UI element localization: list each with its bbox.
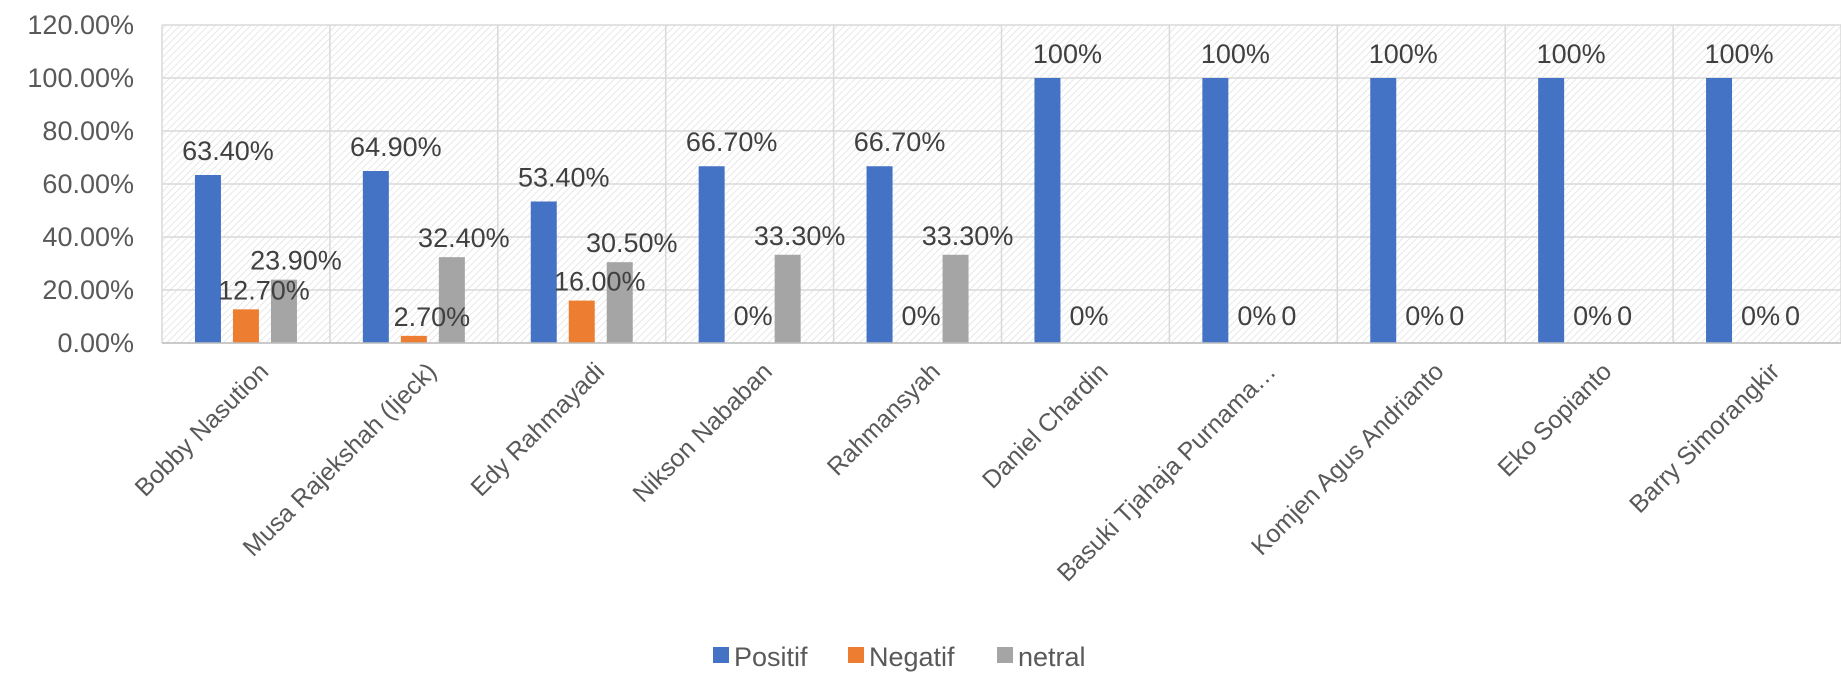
data-label-netral-2: 30.50% xyxy=(586,228,678,258)
data-label-positif-5: 100% xyxy=(1033,39,1102,69)
bar-netral-0 xyxy=(270,279,297,343)
data-label-netral-7: 0 xyxy=(1449,301,1464,331)
bar-positif-4 xyxy=(866,166,893,343)
bar-negatif-2 xyxy=(568,300,595,343)
data-label-netral-6: 0 xyxy=(1281,301,1296,331)
data-label-negatif-8: 0% xyxy=(1573,301,1612,331)
legend-label-negatif: Negatif xyxy=(869,642,955,672)
data-label-positif-2: 53.40% xyxy=(518,162,610,192)
y-tick-label: 0.00% xyxy=(57,328,134,358)
bar-positif-7 xyxy=(1370,78,1397,343)
data-label-positif-0: 63.40% xyxy=(182,136,274,166)
y-tick-label: 40.00% xyxy=(42,222,134,252)
x-tick-label: Edy Rahmayadi xyxy=(465,357,610,502)
data-label-netral-8: 0 xyxy=(1617,301,1632,331)
data-label-negatif-5: 0% xyxy=(1069,301,1108,331)
data-label-negatif-1: 2.70% xyxy=(394,302,471,332)
legend-swatch-positif xyxy=(713,647,729,663)
data-label-netral-3: 33.30% xyxy=(754,221,846,251)
bars xyxy=(194,78,1733,343)
data-label-negatif-0: 12.70% xyxy=(218,275,310,305)
bar-positif-5 xyxy=(1034,78,1061,343)
y-tick-label: 20.00% xyxy=(42,275,134,305)
bar-positif-0 xyxy=(194,174,221,343)
y-tick-label: 60.00% xyxy=(42,169,134,199)
bar-netral-1 xyxy=(438,257,465,343)
x-tick-label: Bobby Nasution xyxy=(130,357,275,502)
data-label-positif-4: 66.70% xyxy=(854,127,946,157)
bar-positif-8 xyxy=(1538,78,1565,343)
x-tick-label: Rahmansyah xyxy=(822,357,946,481)
bar-netral-3 xyxy=(774,254,801,343)
bar-netral-4 xyxy=(942,254,969,343)
data-label-negatif-4: 0% xyxy=(902,301,941,331)
bar-negatif-0 xyxy=(232,309,259,343)
data-labels: 63.40% 12.70%23.90% 64.90% 2.70% 32.40% 53.40… xyxy=(182,39,1800,332)
data-label-positif-3: 66.70% xyxy=(686,127,778,157)
x-tick-label: Barry Simorangkir xyxy=(1624,357,1785,518)
data-label-negatif-3: 0% xyxy=(734,301,773,331)
legend-label-netral: netral xyxy=(1018,642,1086,672)
bar-positif-6 xyxy=(1202,78,1229,343)
bar-positif-1 xyxy=(362,171,389,343)
x-tick-label: Musa Rajekshah (Ijeck) xyxy=(238,357,443,562)
gridlines xyxy=(161,24,1841,344)
y-tick-label: 100.00% xyxy=(27,63,134,93)
bar-positif-2 xyxy=(530,201,557,343)
data-label-positif-8: 100% xyxy=(1537,39,1606,69)
x-tick-label: Nikson Nababan xyxy=(627,357,778,508)
data-label-negatif-6: 0% xyxy=(1237,301,1276,331)
bar-positif-3 xyxy=(698,166,725,343)
y-tick-label: 80.00% xyxy=(42,116,134,146)
x-tick-label: Daniel Chardin xyxy=(977,357,1114,494)
data-label-negatif-7: 0% xyxy=(1405,301,1444,331)
y-axis: 0.00% 20.00% 40.00% 60.00% 80.00% 100.00% 120.… xyxy=(27,10,134,358)
legend-swatch-negatif xyxy=(848,647,864,663)
data-label-netral-4: 33.30% xyxy=(922,221,1014,251)
data-label-positif-7: 100% xyxy=(1369,39,1438,69)
x-tick-label: Komjen Agus Andrianto xyxy=(1246,357,1450,561)
bar-positif-9 xyxy=(1706,78,1733,343)
legend-label-positif: Positif xyxy=(734,642,808,672)
data-label-netral-0: 23.90% xyxy=(250,246,342,276)
data-label-negatif-9: 0% xyxy=(1741,301,1780,331)
y-tick-label: 120.00% xyxy=(27,10,134,40)
data-label-positif-6: 100% xyxy=(1201,39,1270,69)
data-label-netral-1: 32.40% xyxy=(418,223,510,253)
data-label-positif-1: 64.90% xyxy=(350,132,442,162)
legend: Positif Negatif netral xyxy=(713,642,1086,672)
data-label-negatif-2: 16.00% xyxy=(554,267,646,297)
x-tick-label: Eko Sopianto xyxy=(1492,357,1617,482)
data-label-netral-9: 0 xyxy=(1785,301,1800,331)
data-label-positif-9: 100% xyxy=(1705,39,1774,69)
bar-netral-2 xyxy=(606,262,633,343)
legend-swatch-netral xyxy=(997,647,1013,663)
bar-negatif-1 xyxy=(400,335,427,343)
